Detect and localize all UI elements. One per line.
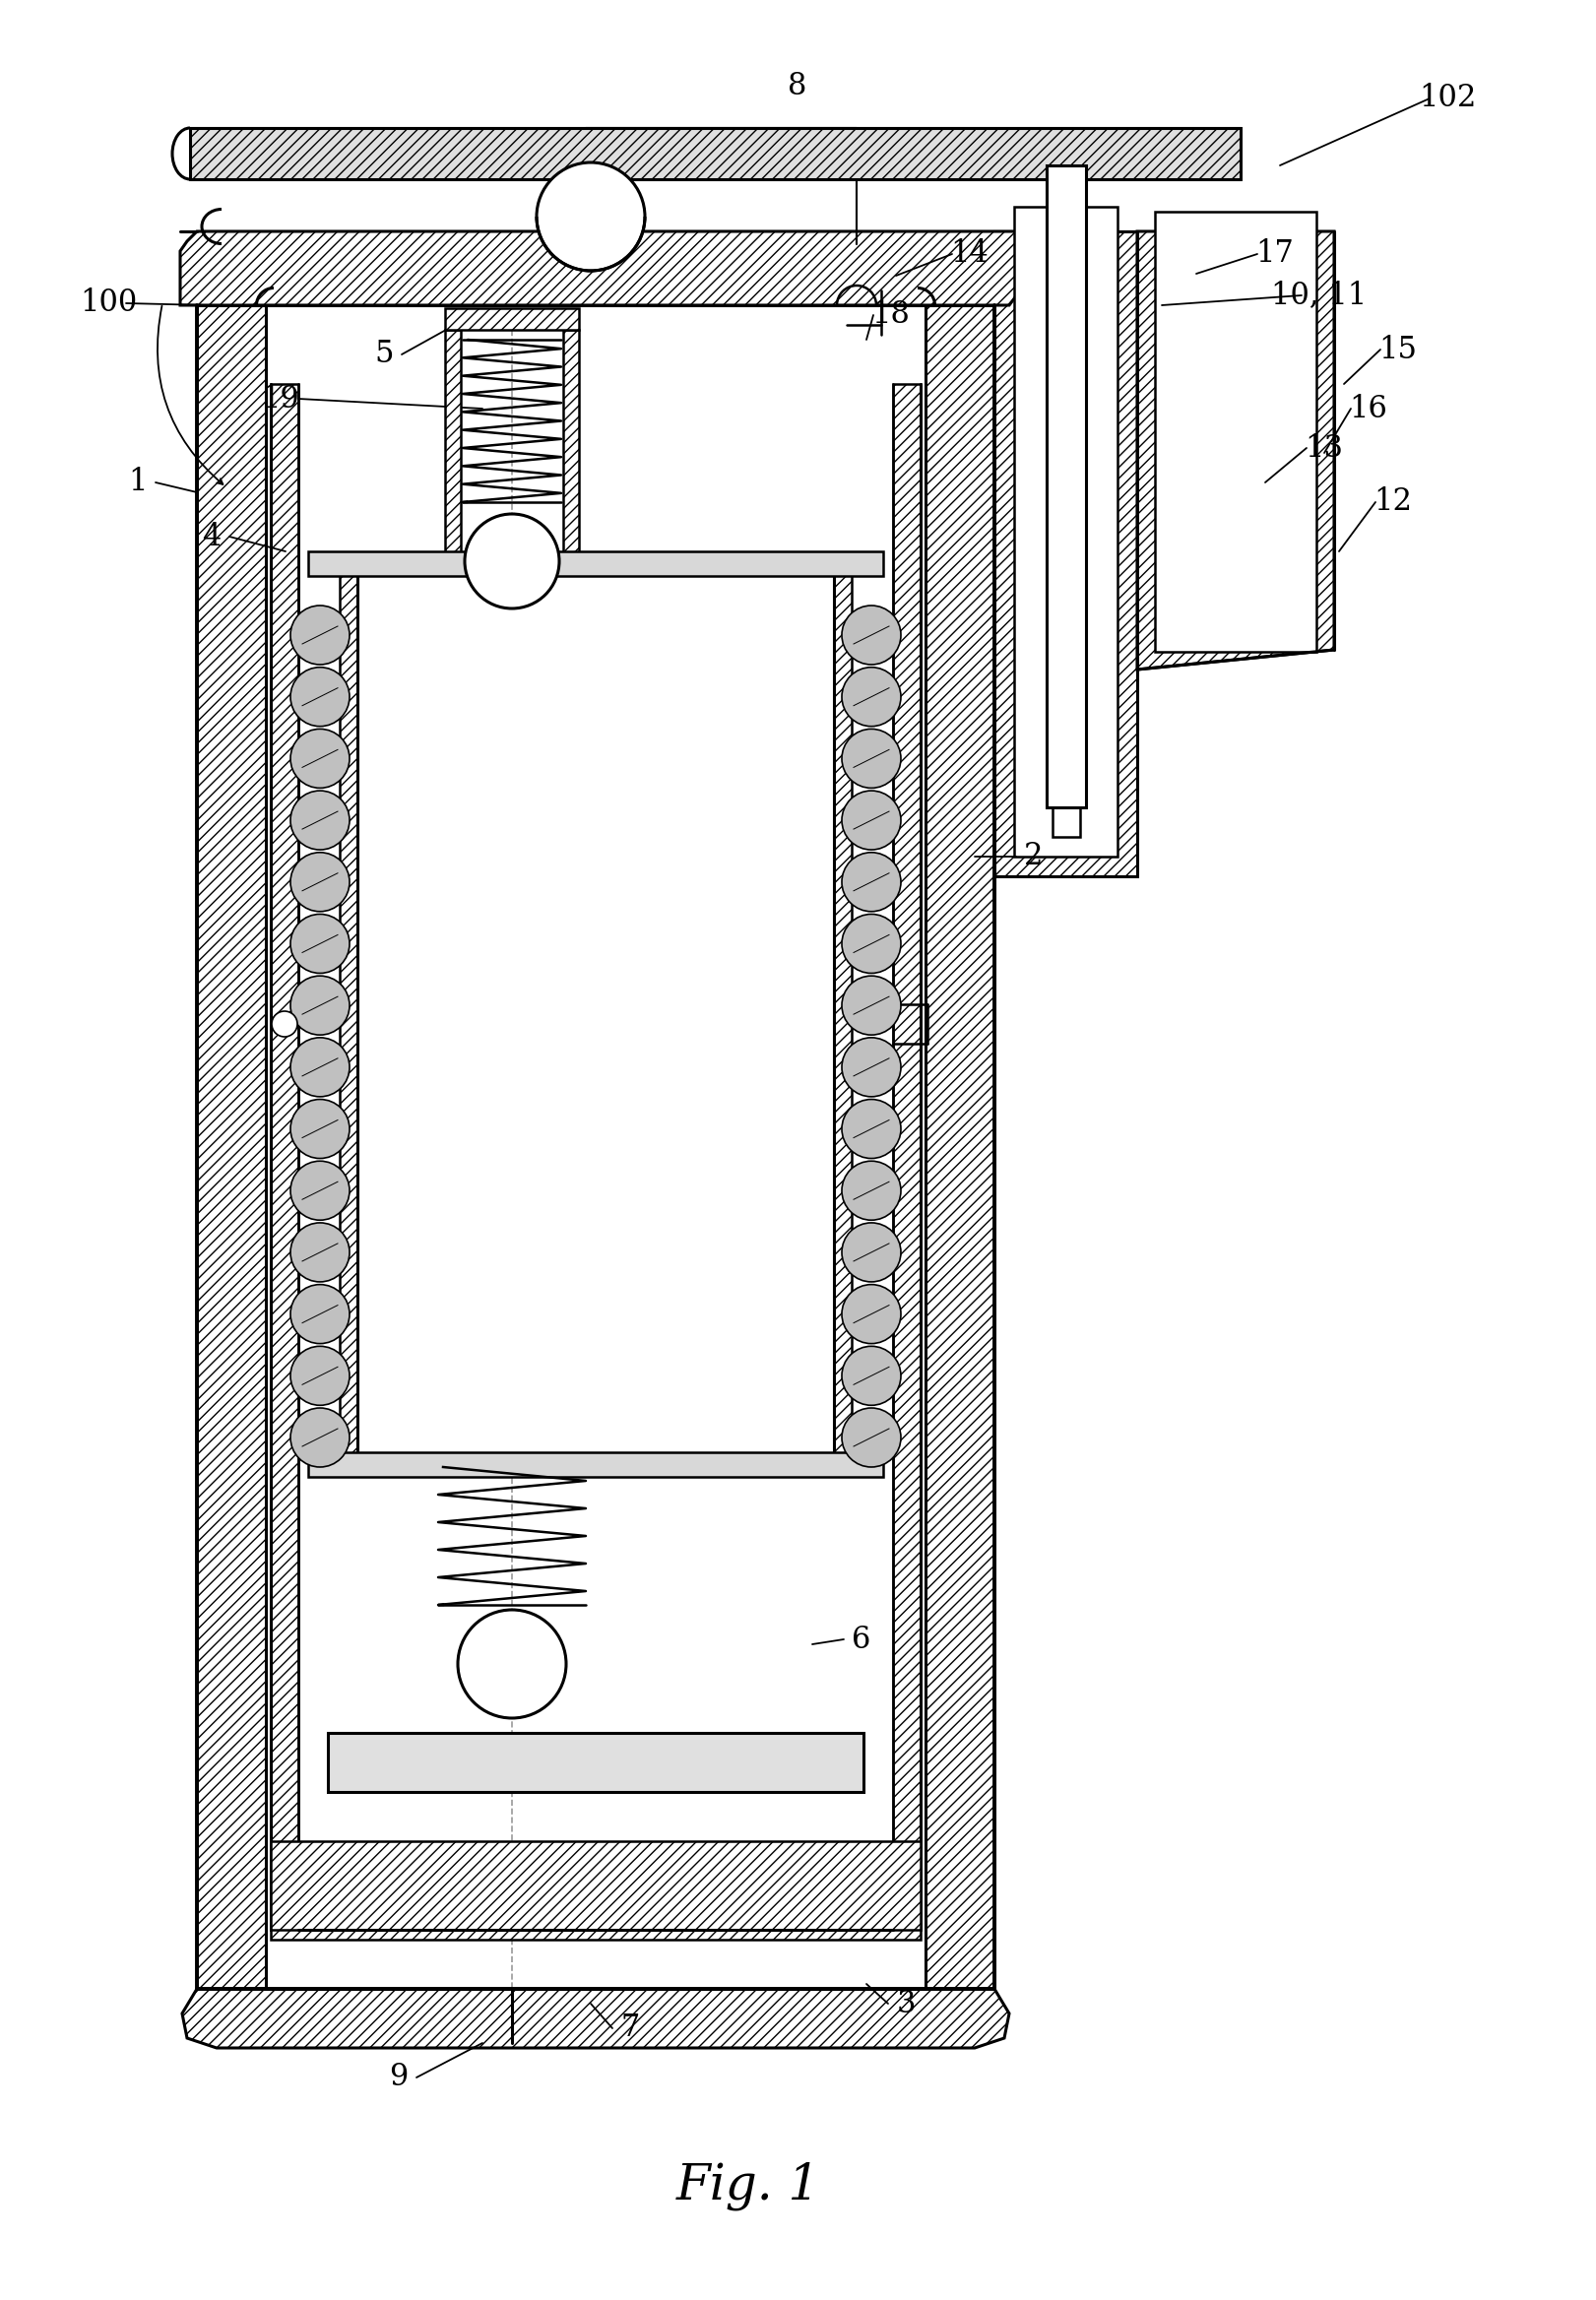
Polygon shape <box>563 329 579 610</box>
Polygon shape <box>835 557 852 1467</box>
Circle shape <box>841 1224 900 1281</box>
Circle shape <box>841 1162 900 1219</box>
Circle shape <box>841 853 900 911</box>
Polygon shape <box>180 225 1044 306</box>
Text: 1: 1 <box>128 467 147 497</box>
Circle shape <box>290 605 350 665</box>
Circle shape <box>841 1408 900 1467</box>
Bar <box>1045 166 1085 807</box>
Polygon shape <box>271 384 298 1930</box>
Circle shape <box>841 913 900 973</box>
Text: 13: 13 <box>1306 432 1344 462</box>
Circle shape <box>290 913 350 973</box>
Text: 12: 12 <box>1374 488 1412 518</box>
Text: 16: 16 <box>1350 393 1387 423</box>
Text: 19: 19 <box>262 384 300 414</box>
Polygon shape <box>445 329 461 610</box>
Circle shape <box>841 667 900 727</box>
Circle shape <box>841 605 900 665</box>
Bar <box>1013 207 1117 856</box>
Text: 10, 11: 10, 11 <box>1272 281 1368 311</box>
Circle shape <box>290 1162 350 1219</box>
Text: 18: 18 <box>871 299 910 331</box>
Circle shape <box>841 1283 900 1343</box>
Text: 5: 5 <box>375 338 394 370</box>
Circle shape <box>290 791 350 849</box>
Polygon shape <box>196 306 267 1989</box>
Circle shape <box>536 163 645 271</box>
Text: Fig. 1: Fig. 1 <box>677 2162 820 2210</box>
Bar <box>1052 232 1079 837</box>
Text: 2: 2 <box>1025 842 1044 872</box>
Text: 4: 4 <box>203 522 222 552</box>
Text: 7: 7 <box>621 2012 640 2042</box>
Text: 8: 8 <box>788 71 808 101</box>
Circle shape <box>290 1224 350 1281</box>
Circle shape <box>841 729 900 789</box>
Circle shape <box>290 1408 350 1467</box>
Bar <box>308 552 883 575</box>
Bar <box>358 561 835 1458</box>
Polygon shape <box>445 308 579 329</box>
Text: 15: 15 <box>1379 333 1417 366</box>
Circle shape <box>290 1099 350 1159</box>
Circle shape <box>841 1099 900 1159</box>
Circle shape <box>841 791 900 849</box>
Text: 9: 9 <box>389 2063 409 2093</box>
Circle shape <box>841 1037 900 1097</box>
Circle shape <box>271 1012 297 1037</box>
Text: 100: 100 <box>80 288 137 317</box>
Polygon shape <box>182 1989 1009 2047</box>
Polygon shape <box>926 306 994 1989</box>
Circle shape <box>290 975 350 1035</box>
Circle shape <box>290 729 350 789</box>
Text: 6: 6 <box>852 1624 871 1654</box>
Circle shape <box>464 513 559 610</box>
Polygon shape <box>1138 232 1334 669</box>
Polygon shape <box>994 232 1138 876</box>
Text: 3: 3 <box>897 1989 916 2019</box>
Polygon shape <box>340 557 358 1467</box>
Circle shape <box>290 1346 350 1405</box>
Bar <box>1156 212 1317 651</box>
Text: 102: 102 <box>1419 83 1476 113</box>
Polygon shape <box>190 129 1240 179</box>
Circle shape <box>290 667 350 727</box>
Circle shape <box>290 1283 350 1343</box>
Circle shape <box>458 1610 567 1718</box>
Circle shape <box>841 1346 900 1405</box>
Polygon shape <box>271 1842 921 1939</box>
Circle shape <box>841 975 900 1035</box>
Polygon shape <box>894 384 921 1930</box>
Bar <box>308 1451 883 1477</box>
Circle shape <box>290 853 350 911</box>
Bar <box>327 1732 863 1792</box>
Circle shape <box>290 1037 350 1097</box>
Text: 17: 17 <box>1256 239 1294 269</box>
Text: 14: 14 <box>951 239 990 269</box>
